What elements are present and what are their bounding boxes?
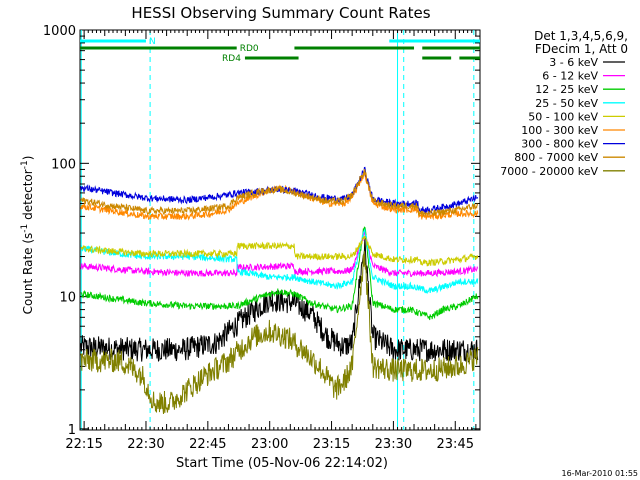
segment-label-n: N [149, 37, 156, 47]
chart-title: HESSI Observing Summary Count Rates [131, 4, 430, 22]
x-tick-label: 22:15 [65, 437, 102, 452]
series-line-0 [80, 236, 479, 363]
y-axis-label: Count Rate (s-1 detector-1) [20, 156, 35, 315]
legend-header-2: FDecim 1, Att 0 [535, 42, 628, 56]
segment-label-rd0: RD0 [240, 44, 259, 54]
y-tick-label: 1000 [43, 24, 76, 39]
series-line-3 [80, 228, 479, 295]
legend-label-1: 6 - 12 keV [542, 70, 598, 83]
legend-header-1: Det 1,3,4,5,6,9, [534, 29, 628, 43]
x-tick-label: 22:45 [189, 437, 226, 452]
legend: Det 1,3,4,5,6,9,FDecim 1, Att 03 - 6 keV… [500, 29, 628, 178]
y-tick-label: 100 [51, 157, 76, 172]
y-tick-label: 10 [59, 291, 76, 306]
legend-label-6: 300 - 800 keV [521, 138, 598, 151]
series-line-1 [80, 231, 479, 278]
x-axis-label: Start Time (05-Nov-06 22:14:02) [176, 456, 388, 471]
y-axis-label-part1: Count Rate (s [21, 233, 35, 315]
plot-area: 1 10 100 1000 22:15 22:30 22:45 23:00 23:15 23:30… [43, 24, 481, 452]
legend-label-0: 3 - 6 keV [549, 56, 598, 69]
x-tick-label: 23:15 [313, 437, 350, 452]
x-tick-label: 23:30 [375, 437, 412, 452]
legend-label-5: 100 - 300 keV [521, 124, 598, 137]
footer-date: 16-Mar-2010 01:55 [562, 469, 639, 478]
y-axis-label-part3: ) [21, 156, 35, 161]
y-tick-label: 1 [68, 423, 76, 438]
legend-label-8: 7000 - 20000 keV [500, 165, 598, 178]
series-line-8 [80, 251, 479, 414]
y-axis-label-part2: detector [21, 169, 35, 224]
legend-label-7: 800 - 7000 keV [514, 151, 598, 164]
legend-label-4: 50 - 100 keV [528, 110, 598, 123]
series-line-4 [80, 235, 479, 267]
y-axis-label-sup1: -1 [20, 224, 30, 233]
segment-label-rd4: RD4 [222, 54, 241, 64]
legend-label-3: 25 - 50 keV [535, 97, 598, 110]
x-tick-label: 22:30 [127, 437, 164, 452]
series-line-2 [80, 226, 479, 321]
series-line-7 [80, 169, 479, 218]
legend-label-2: 12 - 25 keV [535, 83, 598, 96]
series-line-6 [80, 166, 479, 215]
x-tick-label: 23:45 [437, 437, 474, 452]
x-tick-label: 23:00 [251, 437, 288, 452]
plot-frame [79, 29, 481, 431]
y-axis-label-sup2: -1 [20, 160, 30, 169]
